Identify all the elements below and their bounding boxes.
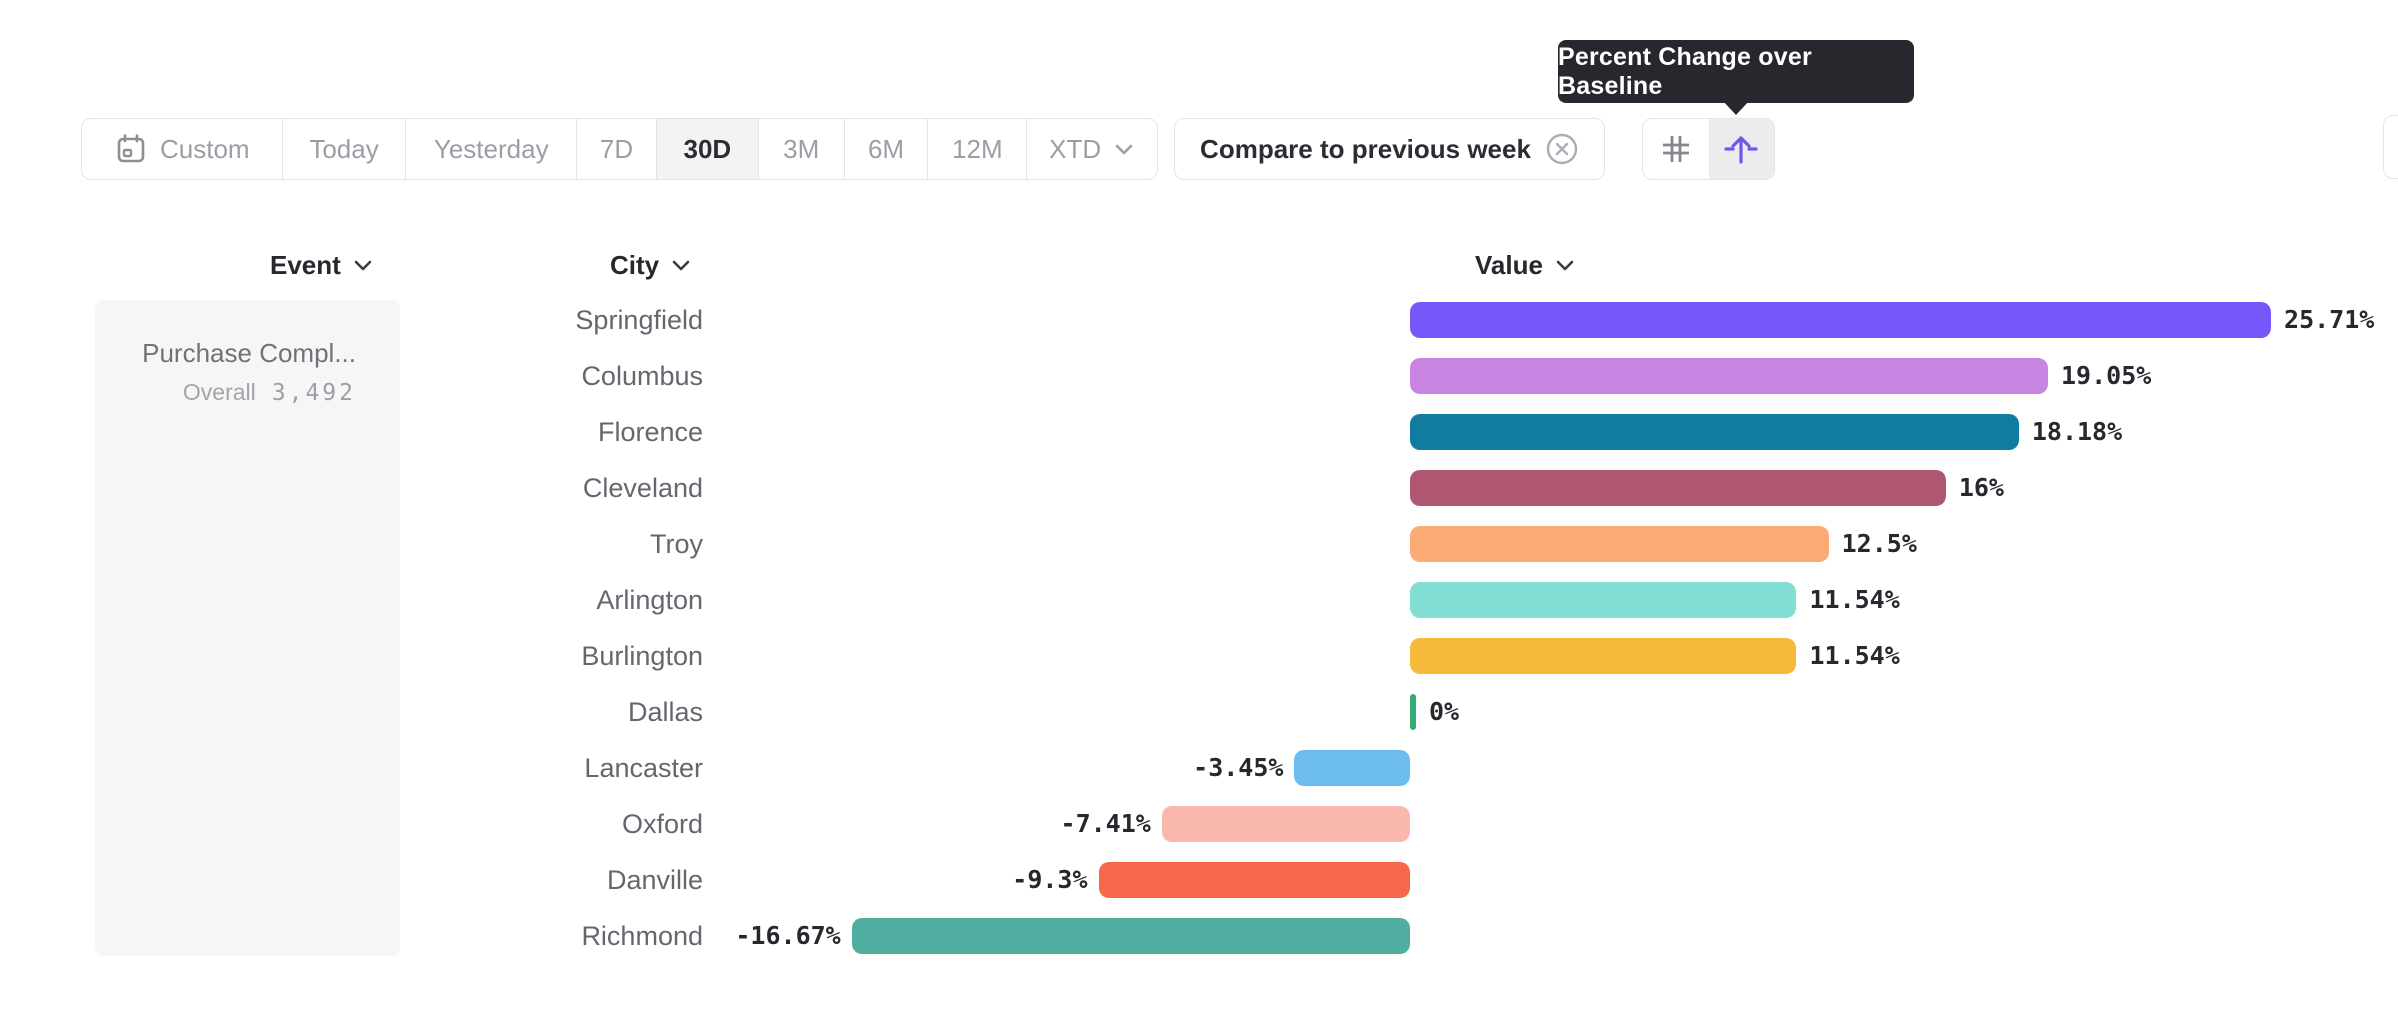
bar-value-label: -3.45%	[1193, 753, 1284, 782]
city-label: Burlington	[581, 641, 703, 671]
metric-label: Overall	[182, 379, 256, 405]
city-label: Florence	[597, 417, 703, 447]
date-range-label: 6M	[867, 133, 905, 164]
bar-chart: Springfield 25.71% Columbus 19.05% Florence 1…	[0, 302, 2398, 992]
column-header-city[interactable]: City	[610, 248, 692, 282]
baseline-arrow-icon	[1724, 136, 1758, 164]
chevron-down-icon	[354, 260, 372, 271]
bar-arlington[interactable]	[1410, 582, 1797, 618]
column-header-event[interactable]: Event	[270, 248, 374, 282]
date-range-xtd[interactable]: XTD	[1027, 119, 1157, 179]
event-name: Purchase Compl...	[142, 338, 356, 368]
column-header-value[interactable]: Value	[1475, 248, 1576, 282]
bar-value-label: 11.54%	[1809, 641, 1900, 670]
date-range-today[interactable]: Today	[283, 119, 407, 179]
bar-burlington[interactable]	[1410, 638, 1797, 674]
city-label: Lancaster	[584, 753, 703, 783]
date-range-label: 30D	[683, 133, 732, 164]
bar-value-label: 19.05%	[2060, 361, 2152, 390]
date-range-label: Yesterday	[433, 133, 549, 164]
date-range-custom[interactable]: Custom	[82, 119, 283, 179]
bar-oxford[interactable]	[1161, 806, 1410, 842]
city-label: Columbus	[581, 361, 703, 391]
bar-cleveland[interactable]	[1410, 470, 1946, 506]
column-header-city-label: City	[610, 249, 660, 280]
bar-value-label: -9.3%	[1012, 865, 1088, 894]
date-range-6m[interactable]: 6M	[845, 119, 929, 179]
date-range-control: Custom Today Yesterday 7D 30D 3M 6M 12M XTD	[81, 118, 1158, 180]
bar-value-label: 25.71%	[2284, 305, 2375, 334]
bar-troy[interactable]	[1410, 526, 1829, 562]
city-label: Dallas	[627, 697, 703, 727]
date-range-label: 7D	[599, 133, 634, 164]
event-panel[interactable]: Purchase Compl... Overall 3,492	[95, 300, 400, 956]
date-range-3m[interactable]: 3M	[759, 119, 845, 179]
date-range-label: Today	[309, 133, 379, 164]
chevron-down-icon	[1556, 260, 1574, 271]
city-label: Cleveland	[582, 473, 703, 503]
date-range-7d[interactable]: 7D	[577, 119, 657, 179]
bar-value-label: 0%	[1429, 697, 1460, 726]
column-header-event-label: Event	[270, 249, 341, 280]
city-label: Richmond	[581, 921, 703, 951]
date-range-12m[interactable]: 12M	[928, 119, 1028, 179]
circle-x-icon[interactable]	[1545, 132, 1579, 166]
bar-danville[interactable]	[1098, 862, 1410, 898]
grid-view-button[interactable]	[1643, 119, 1709, 179]
compare-chip[interactable]: Compare to previous week	[1174, 118, 1605, 180]
calendar-icon	[117, 134, 145, 163]
percent-change-baseline-button[interactable]	[1708, 119, 1774, 179]
date-range-label: 12M	[952, 133, 1003, 164]
date-range-label: Custom	[160, 133, 250, 164]
bar-columbus[interactable]	[1410, 358, 2048, 394]
chevron-down-icon	[672, 260, 690, 271]
tooltip-arrow	[1723, 101, 1749, 115]
city-label: Danville	[606, 865, 703, 895]
bar-value-label: -16.67%	[735, 921, 841, 950]
bar-value-label: 18.18%	[2031, 417, 2123, 446]
bar-springfield[interactable]	[1410, 302, 2272, 338]
bar-lancaster[interactable]	[1294, 750, 1410, 786]
column-header-value-label: Value	[1475, 249, 1543, 280]
bar-value-label: 11.54%	[1809, 585, 1900, 614]
date-range-label: 3M	[783, 133, 820, 164]
bar-florence[interactable]	[1410, 414, 2019, 450]
clipped-toolbar-button[interactable]	[2383, 115, 2398, 179]
city-label: Oxford	[621, 809, 703, 839]
city-label: Springfield	[575, 305, 703, 335]
date-range-30d[interactable]: 30D	[656, 119, 759, 179]
date-range-label: XTD	[1049, 133, 1102, 164]
chart-view-toggle	[1642, 118, 1775, 180]
date-range-yesterday[interactable]: Yesterday	[406, 119, 578, 179]
bar-value-label: 12.5%	[1841, 529, 1917, 558]
tooltip-percent-change-over-baseline: Percent Change over Baseline	[1558, 40, 1914, 115]
city-label: Arlington	[596, 585, 703, 615]
tooltip-text: Percent Change over Baseline	[1558, 42, 1812, 100]
bar-dallas[interactable]	[1410, 694, 1416, 730]
bar-value-label: 16%	[1958, 473, 2004, 502]
compare-chip-label: Compare to previous week	[1200, 133, 1531, 164]
grid-icon	[1662, 136, 1689, 162]
metric-value: 3,492	[271, 380, 356, 406]
chevron-down-icon	[1115, 144, 1133, 155]
bar-value-label: -7.41%	[1060, 809, 1151, 838]
city-label: Troy	[650, 529, 703, 559]
bar-richmond[interactable]	[851, 918, 1410, 954]
event-metric-row: Overall 3,492	[95, 379, 356, 406]
